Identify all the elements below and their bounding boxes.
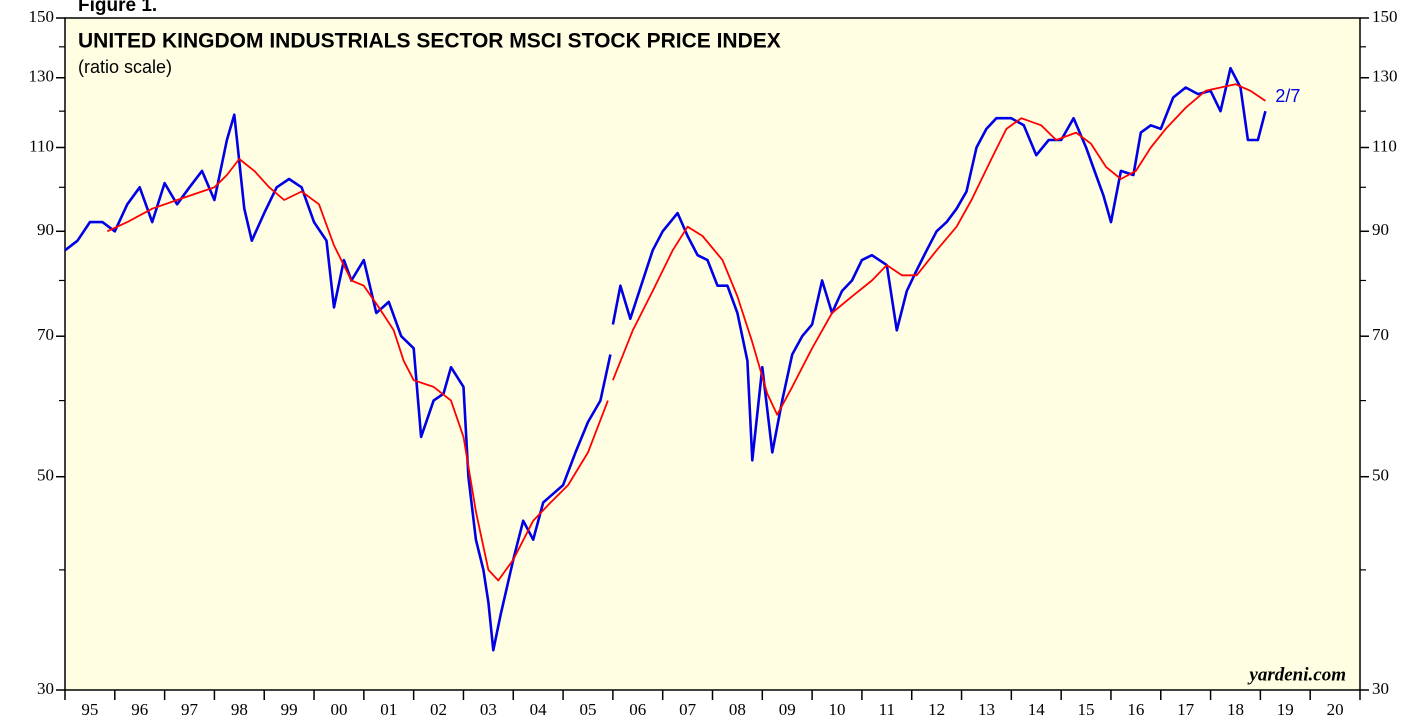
x-tick-label: 07	[679, 700, 697, 719]
x-tick-label: 20	[1327, 700, 1344, 719]
chart-subtitle: (ratio scale)	[78, 57, 172, 77]
x-tick-label: 01	[380, 700, 397, 719]
x-tick-label: 18	[1227, 700, 1244, 719]
source: yardeni.com	[1247, 664, 1346, 685]
x-tick-label: 04	[530, 700, 548, 719]
x-tick-label: 10	[829, 700, 846, 719]
x-tick-label: 19	[1277, 700, 1294, 719]
x-tick-label: 03	[480, 700, 497, 719]
x-tick-label: 00	[330, 700, 347, 719]
y-tick-label: 110	[29, 136, 54, 155]
x-tick-label: 99	[281, 700, 298, 719]
x-tick-label: 15	[1078, 700, 1095, 719]
x-tick-label: 06	[629, 700, 646, 719]
y-tick-label: 130	[29, 67, 55, 86]
x-tick-label: 17	[1177, 700, 1195, 719]
x-tick-label: 14	[1028, 700, 1046, 719]
y2-tick-label: 30	[1372, 679, 1389, 698]
x-tick-label: 09	[779, 700, 796, 719]
series-line	[611, 66, 1267, 462]
x-tick-label: 11	[879, 700, 895, 719]
y2-tick-label: 150	[1372, 7, 1398, 26]
x-tick-label: 96	[131, 700, 148, 719]
annotation: 2/7	[1275, 86, 1300, 106]
x-tick-label: 02	[430, 700, 447, 719]
x-tick-label: 13	[978, 700, 995, 719]
x-tick-label: 98	[231, 700, 248, 719]
x-tick-label: 95	[81, 700, 98, 719]
y-tick-label: 70	[37, 325, 54, 344]
y-tick-label: 90	[37, 220, 54, 239]
y-tick-label: 150	[29, 7, 55, 26]
series-line	[64, 113, 612, 652]
y2-tick-label: 90	[1372, 220, 1389, 239]
y2-tick-label: 50	[1372, 466, 1389, 485]
y-tick-label: 50	[37, 466, 54, 485]
x-tick-label: 16	[1127, 700, 1144, 719]
y2-tick-label: 130	[1372, 67, 1398, 86]
x-tick-label: 97	[181, 700, 199, 719]
y2-tick-label: 110	[1372, 136, 1397, 155]
y-tick-label: 30	[37, 679, 54, 698]
figure-label: Figure 1.	[78, 0, 157, 16]
y2-tick-label: 70	[1372, 325, 1389, 344]
series-line	[106, 158, 609, 582]
chart-title: UNITED KINGDOM INDUSTRIALS SECTOR MSCI S…	[78, 30, 781, 53]
x-tick-label: 05	[579, 700, 596, 719]
x-tick-label: 08	[729, 700, 746, 719]
x-tick-label: 12	[928, 700, 945, 719]
series-line	[612, 83, 1266, 416]
